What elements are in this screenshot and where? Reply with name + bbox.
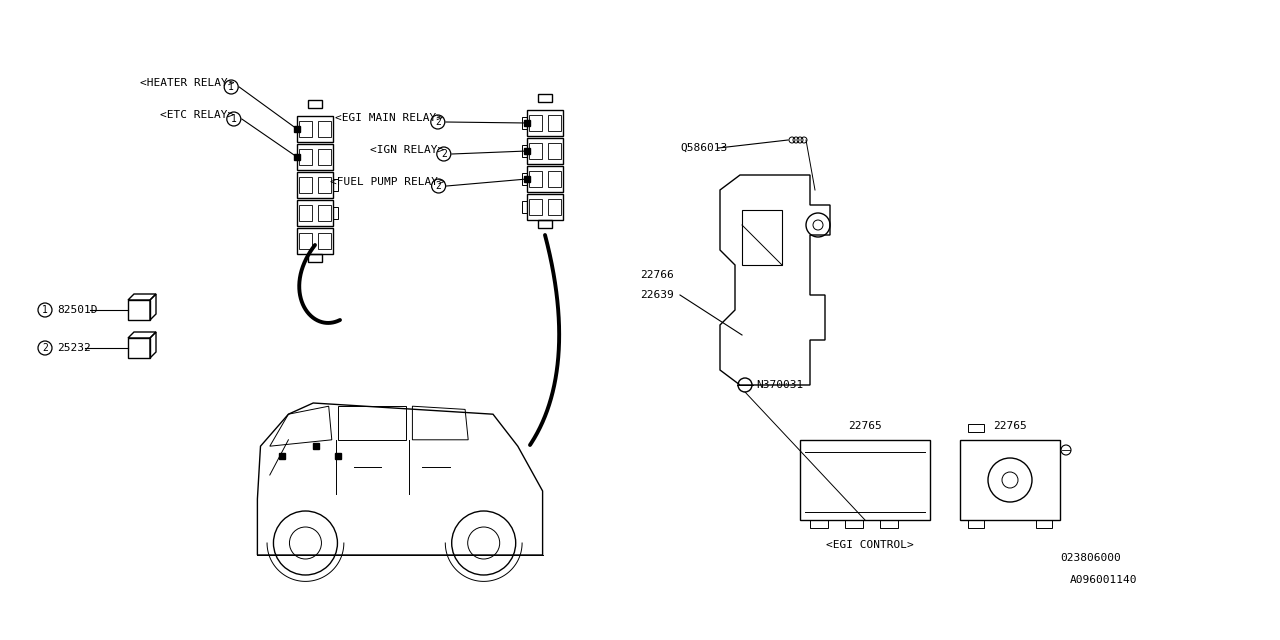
Bar <box>1036 520 1052 528</box>
Text: 22766: 22766 <box>640 270 673 280</box>
Bar <box>317 233 332 249</box>
Text: 1: 1 <box>228 82 234 92</box>
Text: 2: 2 <box>440 149 447 159</box>
Bar <box>810 520 828 528</box>
Bar <box>538 220 552 228</box>
Bar <box>300 177 312 193</box>
Bar <box>845 520 863 528</box>
Text: 22765: 22765 <box>849 421 882 431</box>
Bar <box>538 94 552 102</box>
Text: 82501D: 82501D <box>58 305 97 315</box>
Text: <EGI MAIN RELAY>: <EGI MAIN RELAY> <box>335 113 443 123</box>
Bar <box>522 201 527 213</box>
Bar <box>522 145 527 157</box>
Bar <box>529 143 541 159</box>
Bar <box>960 440 1060 520</box>
Bar <box>128 300 150 320</box>
Bar <box>297 228 333 254</box>
Bar <box>297 116 333 142</box>
Bar <box>548 199 561 215</box>
Bar <box>522 173 527 185</box>
Bar <box>529 115 541 131</box>
Bar <box>297 200 333 226</box>
Bar <box>297 144 333 170</box>
Text: Q586013: Q586013 <box>680 143 727 153</box>
Text: A096001140: A096001140 <box>1070 575 1138 585</box>
Bar <box>548 115 561 131</box>
Bar <box>968 424 984 432</box>
Bar <box>800 440 931 520</box>
Bar <box>881 520 899 528</box>
Text: 2: 2 <box>435 117 440 127</box>
Bar <box>548 143 561 159</box>
Bar <box>317 121 332 137</box>
Bar <box>300 233 312 249</box>
Bar <box>128 338 150 358</box>
Bar <box>527 110 563 136</box>
Bar <box>527 138 563 164</box>
Bar <box>300 121 312 137</box>
Bar <box>317 205 332 221</box>
Bar <box>308 100 323 108</box>
Text: <FUEL PUMP RELAY>: <FUEL PUMP RELAY> <box>330 177 444 187</box>
Text: 1: 1 <box>230 114 237 124</box>
Bar <box>527 166 563 192</box>
Bar <box>300 205 312 221</box>
Bar <box>522 117 527 129</box>
Text: 023806000: 023806000 <box>1060 553 1121 563</box>
Bar <box>300 149 312 165</box>
Text: <ETC RELAY>: <ETC RELAY> <box>160 110 234 120</box>
Text: <HEATER RELAY>: <HEATER RELAY> <box>140 78 234 88</box>
Bar <box>317 149 332 165</box>
Bar <box>548 172 561 187</box>
Text: 1: 1 <box>42 305 47 315</box>
Text: 22765: 22765 <box>993 421 1027 431</box>
Bar <box>529 172 541 187</box>
Text: <IGN RELAY>: <IGN RELAY> <box>370 145 444 155</box>
Text: N370031: N370031 <box>756 380 804 390</box>
Text: 25232: 25232 <box>58 343 91 353</box>
Bar <box>968 520 984 528</box>
Bar <box>742 210 782 265</box>
Text: <EGI CONTROL>: <EGI CONTROL> <box>826 540 914 550</box>
Bar <box>297 172 333 198</box>
Bar <box>308 254 323 262</box>
Bar <box>317 177 332 193</box>
Text: 22639: 22639 <box>640 290 673 300</box>
Bar <box>333 179 338 191</box>
Bar <box>529 199 541 215</box>
Text: 2: 2 <box>42 343 47 353</box>
Bar <box>333 207 338 219</box>
Text: 2: 2 <box>435 181 442 191</box>
Bar <box>527 194 563 220</box>
